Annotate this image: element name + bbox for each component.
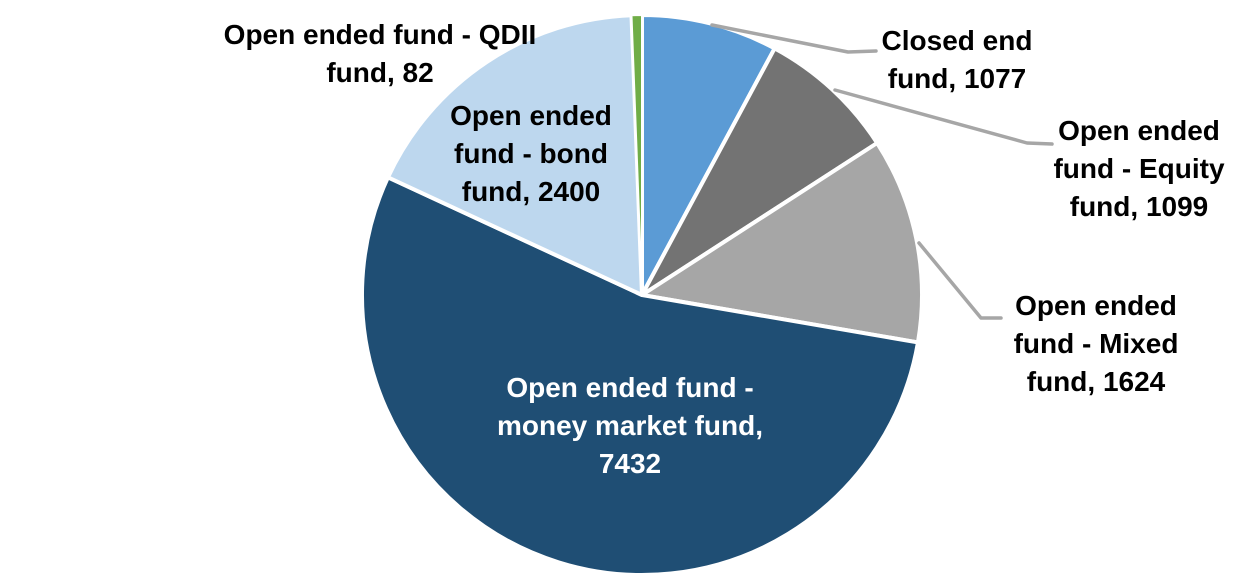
- label-line: fund - Equity: [1053, 153, 1225, 184]
- label-line: Open ended: [1058, 115, 1220, 146]
- leader-line-mixed-fund: [917, 241, 1003, 320]
- pie-slice-2: [640, 141, 924, 345]
- pie-slice-5: [630, 14, 643, 296]
- data-label-money-market-fund: Open ended fund - money market fund, 743…: [497, 369, 763, 483]
- pie-slice-0: [640, 13, 777, 297]
- label-line: Closed end: [881, 25, 1033, 56]
- label-line: Open ended fund - QDII: [223, 19, 537, 50]
- data-label-bond-fund: Open ended fund - bond fund, 2400: [450, 97, 612, 211]
- label-line: fund, 1077: [887, 63, 1027, 94]
- label-line: fund, 2400: [461, 176, 601, 207]
- label-line: fund - Mixed: [1013, 328, 1179, 359]
- label-line: fund, 1099: [1069, 191, 1209, 222]
- pie-slice-4: [385, 13, 644, 297]
- pie-slices: [360, 13, 924, 577]
- label-line: money market fund,: [496, 410, 764, 441]
- label-line: Open ended: [1015, 290, 1177, 321]
- pie-slice-1: [640, 46, 880, 297]
- data-label-equity-fund: Open ended fund - Equity fund, 1099: [1053, 112, 1224, 226]
- leader-line-closed-end-fund: [710, 23, 878, 54]
- label-line: Open ended fund -: [506, 372, 754, 403]
- label-line: Open ended: [450, 100, 612, 131]
- data-label-qdii-fund: Open ended fund - QDII fund, 82: [224, 16, 537, 92]
- leader-lines: [710, 23, 1054, 320]
- pie-slice-3: [360, 175, 920, 577]
- label-line: 7432: [598, 448, 662, 479]
- label-line: fund - bond: [454, 138, 608, 169]
- label-line: fund, 82: [326, 57, 434, 88]
- data-label-mixed-fund: Open ended fund - Mixed fund, 1624: [1014, 287, 1179, 401]
- data-label-closed-end-fund: Closed end fund, 1077: [882, 22, 1033, 98]
- label-line: fund, 1624: [1026, 366, 1166, 397]
- leader-line-equity-fund: [833, 88, 1054, 146]
